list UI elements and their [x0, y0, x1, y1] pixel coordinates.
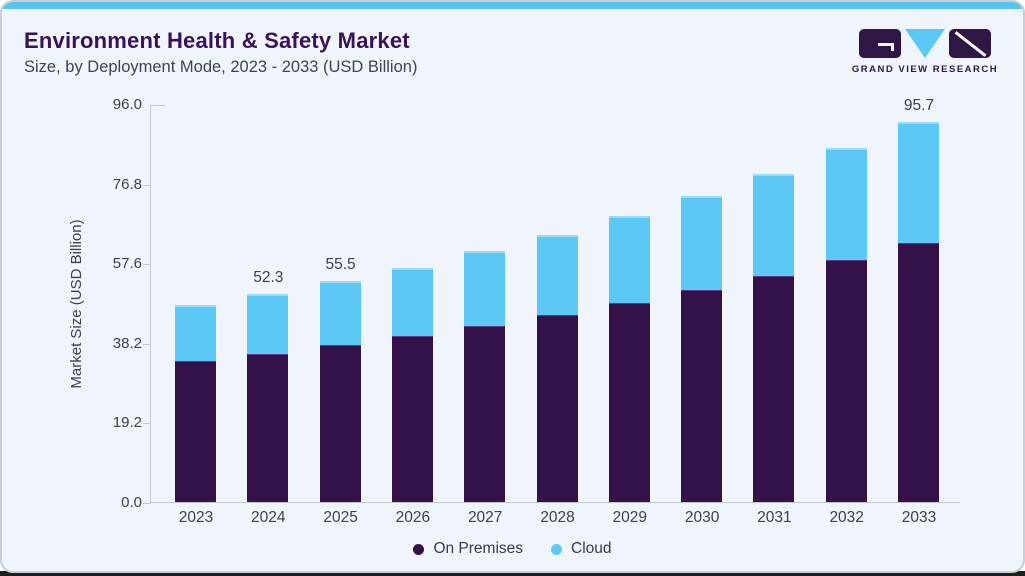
bar-segment-on-premises-2025 — [319, 345, 361, 502]
x-tick-label-2025: 2025 — [323, 509, 358, 526]
bar-2026: 2026 — [391, 105, 433, 526]
bar-2028: 2028 — [536, 105, 578, 526]
legend-item-on-premises: On Premises — [413, 540, 523, 558]
bar-value-label-2024: 52.3 — [253, 269, 284, 286]
legend-label-cloud: Cloud — [571, 540, 612, 557]
bar-segment-on-premises-2033 — [898, 243, 939, 502]
legend-label-on-premises: On Premises — [433, 540, 524, 557]
bar-2030: 2030 — [681, 105, 723, 526]
x-tick-label-2024: 2024 — [251, 509, 286, 526]
x-tick-label-2028: 2028 — [540, 509, 575, 526]
logo-letter-v-icon — [905, 29, 945, 58]
bar-segment-on-premises-2026 — [391, 336, 433, 502]
bar-segment-on-premises-2030 — [681, 290, 723, 502]
y-tick-label: 76.8 — [112, 176, 142, 193]
y-tick-mark — [143, 423, 151, 424]
bar-segment-cloud-2028 — [536, 235, 578, 315]
bar-segment-on-premises-2032 — [825, 260, 867, 502]
bar-segment-on-premises-2031 — [753, 276, 795, 502]
bar-segment-cloud-2032 — [825, 148, 867, 260]
bar-segment-cloud-2030 — [681, 196, 723, 290]
legend-item-cloud: Cloud — [551, 540, 612, 558]
bar-segment-cloud-2025 — [319, 281, 361, 345]
bar-value-label-2025: 55.5 — [325, 256, 356, 273]
logo-text: GRAND VIEW RESEARCH — [851, 64, 999, 75]
page-title: Environment Health & Safety Market — [24, 28, 410, 53]
bar-2027: 2027 — [464, 105, 506, 526]
bar-2029: 2029 — [608, 105, 650, 526]
y-axis-title: Market Size (USD Billion) — [68, 219, 85, 389]
logo-letter-r-icon — [949, 29, 991, 58]
x-tick-label-2033: 2033 — [901, 509, 937, 526]
bar-segment-on-premises-2028 — [536, 315, 578, 502]
bar-segment-cloud-2027 — [464, 251, 506, 326]
y-tick-label: 57.6 — [112, 255, 142, 272]
on-premises-legend-dot — [413, 543, 425, 555]
y-tick-mark — [143, 344, 151, 345]
bar-2031: 2031 — [753, 105, 795, 526]
x-tick-label-2029: 2029 — [612, 509, 648, 526]
bar-2025: 55.5 2025 — [319, 105, 361, 526]
bar-segment-on-premises-2023 — [175, 361, 216, 502]
bar-segment-cloud-2024 — [247, 294, 289, 354]
y-tick-mark — [143, 503, 151, 504]
x-tick-label-2026: 2026 — [395, 509, 431, 526]
top-accent-bar — [2, 2, 1023, 9]
bar-2032: 2032 — [825, 105, 867, 526]
bar-segment-on-premises-2029 — [608, 303, 650, 502]
grand-view-research-logo: GRAND VIEW RESEARCH — [851, 29, 999, 75]
screenshot-bottom-edge — [0, 571, 1025, 576]
bar-segment-on-premises-2027 — [464, 326, 506, 502]
y-axis-title-wrap: Market Size (USD Billion) — [68, 104, 88, 504]
x-tick-label-2030: 2030 — [684, 509, 720, 526]
bar-segment-cloud-2023 — [175, 305, 216, 361]
logo-glyphs — [859, 29, 991, 58]
bar-2023: 2023 — [175, 105, 216, 526]
x-tick-label-2023: 2023 — [178, 509, 214, 526]
y-tick-label: 19.2 — [112, 414, 142, 431]
plot-area: 96.0 76.8 57.6 38.2 19.2 0.0 2023 52.3 2024 55.5 2… — [113, 96, 960, 526]
top-tick-mark — [151, 105, 165, 106]
y-tick-label: 0.0 — [121, 494, 142, 511]
y-tick-label: 96.0 — [112, 96, 142, 113]
chart-legend: On Premises Cloud — [2, 540, 1023, 558]
bar-segment-cloud-2026 — [391, 268, 433, 336]
bar-segment-cloud-2031 — [753, 174, 795, 276]
page-subtitle: Size, by Deployment Mode, 2023 - 2033 (U… — [24, 58, 418, 76]
logo-letter-g-icon — [859, 29, 901, 58]
bar-value-label-2033: 95.7 — [903, 97, 935, 114]
cloud-legend-dot — [551, 543, 563, 555]
y-tick-label: 38.2 — [112, 335, 142, 352]
bar-2033: 95.7 2033 — [898, 97, 939, 526]
bar-segment-cloud-2029 — [608, 216, 650, 303]
y-tick-mark — [143, 264, 151, 265]
bar-2024: 52.3 2024 — [247, 105, 289, 526]
x-tick-label-2032: 2032 — [829, 509, 864, 526]
x-tick-label-2027: 2027 — [467, 509, 503, 526]
bar-segment-on-premises-2024 — [247, 354, 289, 502]
y-tick-mark — [143, 185, 151, 186]
bar-segment-cloud-2033 — [898, 122, 939, 243]
x-tick-label-2031: 2031 — [757, 509, 792, 526]
